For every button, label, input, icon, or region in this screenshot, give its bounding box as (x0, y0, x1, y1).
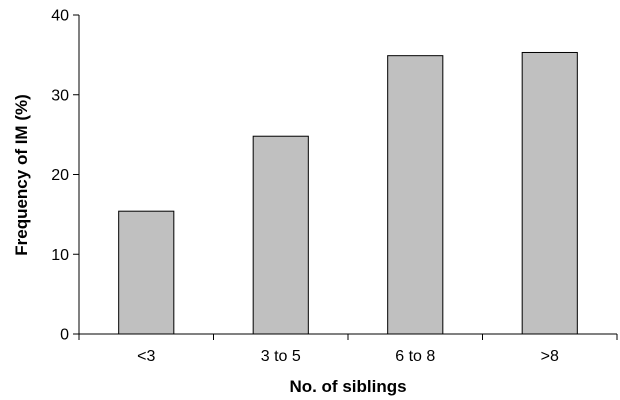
bar-0 (118, 210, 175, 335)
bar-2 (387, 55, 444, 335)
y-axis: 0 10 20 30 40 (51, 8, 80, 344)
y-tick-label: 20 (51, 167, 69, 184)
x-axis-title: No. of siblings (289, 377, 406, 396)
x-tick-label: 6 to 8 (395, 348, 435, 365)
bar-1 (252, 135, 309, 335)
x-axis: <3 3 to 5 6 to 8 >8 (78, 333, 618, 365)
y-tick-label: 30 (51, 87, 69, 104)
bars-group (118, 51, 578, 335)
y-tick-label: 0 (60, 327, 69, 344)
y-tick-label: 40 (51, 8, 69, 25)
x-tick-label: <3 (137, 348, 155, 365)
y-tick-label: 10 (51, 247, 69, 264)
x-tick-label: >8 (541, 348, 559, 365)
y-axis-title: Frequency of IM (%) (12, 94, 31, 256)
bar-3 (521, 51, 578, 335)
x-tick-label: 3 to 5 (261, 348, 301, 365)
